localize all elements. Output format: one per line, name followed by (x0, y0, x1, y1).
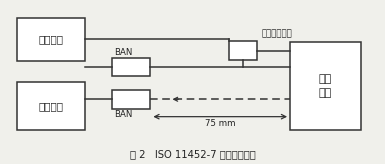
FancyBboxPatch shape (17, 18, 85, 61)
Text: 射频耦合网络: 射频耦合网络 (261, 29, 292, 38)
Text: BAN: BAN (114, 110, 132, 119)
Text: BAN: BAN (114, 48, 132, 57)
FancyBboxPatch shape (112, 58, 151, 76)
Text: 测试仪器: 测试仪器 (38, 34, 64, 44)
Text: 75 mm: 75 mm (205, 119, 235, 128)
Text: 图 2   ISO 11452-7 的测试连接图: 图 2 ISO 11452-7 的测试连接图 (130, 149, 255, 159)
FancyBboxPatch shape (290, 42, 361, 130)
Text: 被测
装置: 被测 装置 (319, 74, 332, 98)
FancyBboxPatch shape (229, 41, 258, 60)
FancyBboxPatch shape (17, 82, 85, 130)
Text: 外围设备: 外围设备 (38, 101, 64, 111)
FancyBboxPatch shape (112, 90, 151, 109)
